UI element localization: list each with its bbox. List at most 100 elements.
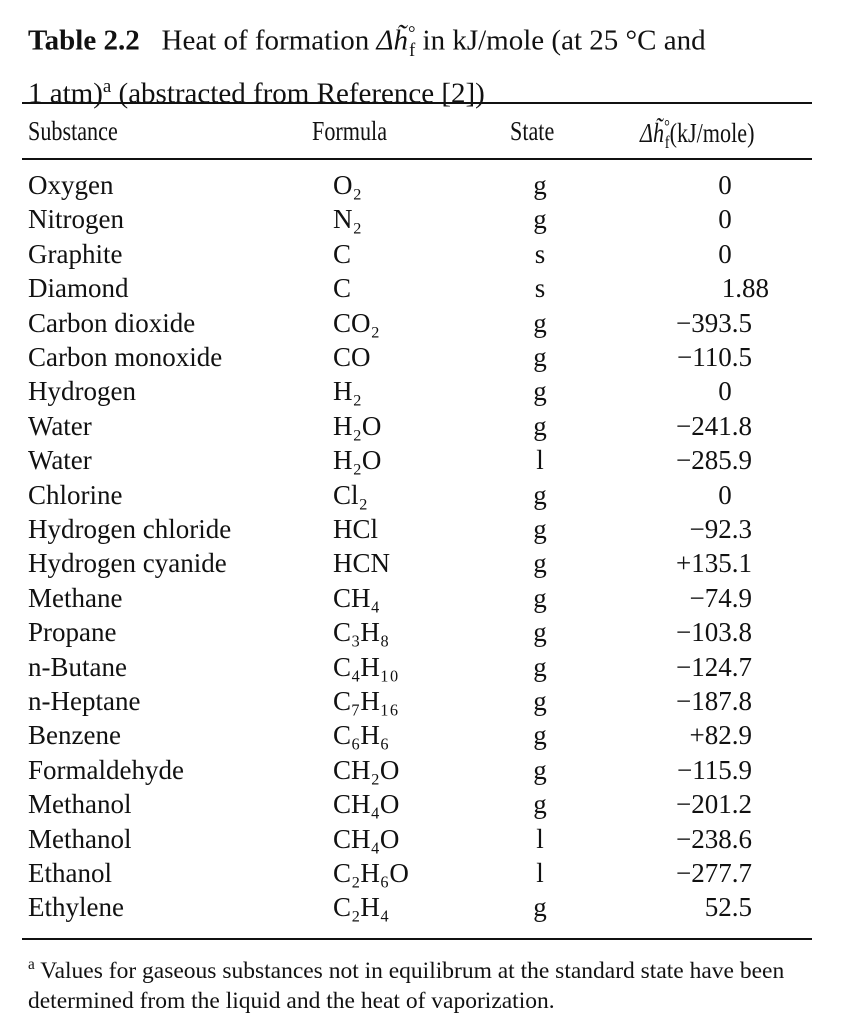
- formula-cell: CH₄O: [333, 789, 400, 820]
- substance-cell: Methanol: [28, 823, 132, 854]
- header-cell: Substance: [28, 116, 118, 146]
- substance-cell: Oxygen: [28, 170, 114, 200]
- value-cell: −187.8: [676, 686, 752, 716]
- caption-text: Heat of formation: [161, 24, 370, 57]
- formula-cell: H₂O: [333, 410, 382, 441]
- formula-cell: Cl₂: [333, 479, 368, 510]
- state-cell: g: [533, 789, 547, 820]
- caption-text: (abstracted from Reference [2]): [118, 78, 485, 111]
- formula-cell: C₂H₄: [333, 892, 390, 923]
- value-cell: 52.5: [704, 892, 752, 923]
- state-cell: g: [533, 582, 547, 613]
- substance-cell: Graphite: [28, 238, 123, 269]
- state-cell: g: [533, 307, 547, 338]
- state-cell: g: [533, 617, 547, 648]
- substance-cell: Hydrogen chloride: [28, 514, 232, 544]
- footnote: a Values for gaseous substances not in e…: [28, 950, 828, 1016]
- value-cell: −110.5: [677, 342, 752, 372]
- substance-cell: Water: [28, 445, 92, 476]
- state-cell: l: [536, 858, 544, 888]
- state-cell: s: [534, 273, 546, 304]
- state-cell: g: [533, 548, 547, 579]
- substance-cell: Ethylene: [28, 892, 124, 923]
- formula-cell: HCl: [333, 514, 379, 544]
- formula-cell: CH₄: [333, 582, 380, 613]
- state-cell: l: [536, 823, 544, 854]
- substance-cell: Carbon monoxide: [28, 342, 223, 372]
- header-unit: (kJ/mole): [669, 118, 755, 148]
- value-cell: −115.9: [677, 754, 752, 785]
- value-cell: −74.9: [689, 582, 752, 613]
- value-cell: 0: [718, 170, 732, 200]
- formula-cell: H₂: [333, 376, 362, 407]
- substance-cell: Nitrogen: [28, 204, 124, 235]
- substance-cell: Benzene: [28, 720, 121, 751]
- header-cell: Δh̃°f(kJ/mole): [640, 116, 754, 153]
- value-cell: −103.8: [676, 617, 752, 648]
- footnote-text: Values for gaseous substances not in equ…: [28, 957, 785, 1014]
- substance-cell: Methane: [28, 582, 123, 613]
- value-cell: 0: [718, 238, 732, 269]
- caption-symbol-sub: f: [409, 40, 416, 62]
- substance-cell: Ethanol: [28, 858, 112, 888]
- substance-cell: n-Butane: [28, 651, 127, 682]
- value-cell: 0: [718, 204, 732, 235]
- header-rule: [22, 158, 812, 160]
- state-cell: g: [533, 170, 547, 200]
- formula-cell: C: [333, 238, 352, 269]
- top-rule: [22, 102, 812, 104]
- substance-cell: Formaldehyde: [28, 754, 184, 785]
- formula-cell: C₆H₆: [333, 720, 390, 751]
- value-cell: −201.2: [676, 789, 752, 820]
- caption: Table 2.2 Heat of formation Δh̃°f in kJ/…: [28, 16, 818, 112]
- formula-cell: C₄H₁₀: [333, 651, 399, 682]
- substance-cell: Carbon dioxide: [28, 307, 196, 338]
- value-cell: −285.9: [676, 445, 752, 476]
- formula-cell: O₂: [333, 170, 362, 200]
- header-symbol-sub: f: [664, 132, 670, 153]
- substance-cell: Hydrogen cyanide: [28, 548, 227, 579]
- value-cell: 1.88: [721, 273, 769, 304]
- value-cell: −238.6: [676, 823, 752, 854]
- formula-cell: CH₄O: [333, 823, 400, 854]
- value-cell: −241.8: [676, 410, 752, 441]
- formula-cell: C₇H₁₆: [333, 686, 399, 716]
- value-cell: −277.7: [676, 858, 752, 888]
- state-cell: g: [533, 376, 547, 407]
- formula-cell: HCN: [333, 548, 391, 579]
- formula-cell: N₂: [333, 204, 362, 235]
- substance-cell: Chlorine: [28, 479, 123, 510]
- bottom-rule: [22, 938, 812, 940]
- formula-cell: H₂O: [333, 445, 382, 476]
- state-cell: g: [533, 651, 547, 682]
- formula-cell: C: [333, 273, 352, 304]
- substance-cell: Diamond: [28, 273, 129, 304]
- value-cell: 0: [718, 479, 732, 510]
- value-cell: −393.5: [676, 307, 752, 338]
- value-cell: −92.3: [689, 514, 752, 544]
- state-cell: g: [533, 342, 547, 372]
- formula-cell: CO: [333, 342, 371, 372]
- formula-cell: CH₂O: [333, 754, 400, 785]
- substance-cell: Hydrogen: [28, 376, 136, 407]
- header-cell: Formula: [312, 116, 388, 146]
- header-symbol-sup: °: [664, 116, 670, 136]
- value-cell: +135.1: [676, 548, 752, 579]
- state-cell: g: [533, 514, 547, 544]
- caption-text: in kJ/mole (at 25 °C and: [422, 24, 706, 57]
- state-cell: l: [536, 445, 544, 476]
- state-cell: g: [533, 754, 547, 785]
- caption-footnote-mark: a: [102, 76, 112, 98]
- formula-cell: CO₂: [333, 307, 380, 338]
- header-cell: State: [510, 116, 555, 146]
- state-cell: g: [533, 410, 547, 441]
- formula-cell: C₃H₈: [333, 617, 390, 648]
- caption-text: 1 atm): [28, 78, 103, 111]
- formula-cell: C₂H₆O: [333, 858, 409, 888]
- value-cell: +82.9: [689, 720, 752, 751]
- value-cell: −124.7: [676, 651, 752, 682]
- substance-cell: Methanol: [28, 789, 132, 820]
- substance-cell: n-Heptane: [28, 686, 141, 716]
- state-cell: g: [533, 686, 547, 716]
